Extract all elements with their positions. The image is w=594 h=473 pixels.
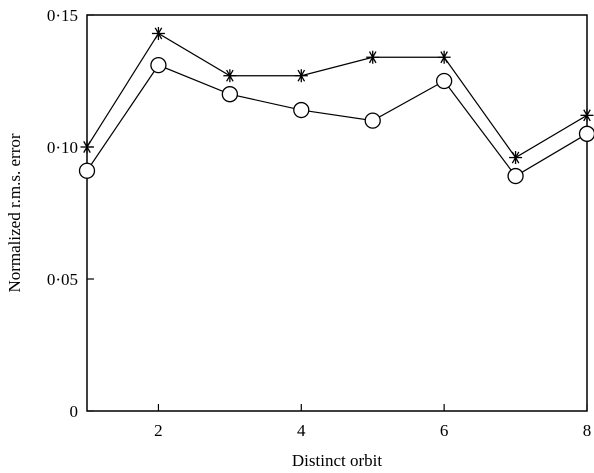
data-point-asterisk [151,26,165,40]
data-point-asterisk [366,50,380,64]
data-point-circle [150,57,167,74]
data-point-circle [578,125,594,142]
data-point-circle [221,86,239,103]
series-asterisk [80,26,594,165]
y-tick-label: 0·15 [47,6,78,25]
series-line [86,32,588,159]
data-point-asterisk [580,108,594,122]
series-line [86,64,588,177]
data-point-circle [78,162,96,179]
y-tick-label: 0·10 [47,138,78,157]
data-point-circle [507,167,524,185]
plot-area-frame [86,14,588,412]
x-tick-label: 4 [297,421,306,440]
data-point-asterisk [437,50,451,64]
data-point-circle [364,112,381,129]
x-tick-label: 8 [583,421,592,440]
x-axis-label: Distinct orbit [292,451,382,470]
y-axis: 0 0·05 0·10 0·15 [47,6,94,421]
data-point-asterisk [80,140,94,154]
data-point-asterisk [223,69,237,83]
series-group [78,26,594,185]
x-tick-label: 6 [440,421,449,440]
data-point-asterisk [294,69,308,83]
data-point-asterisk [509,151,523,165]
data-point-circle [435,72,453,90]
data-point-circle [293,101,310,119]
x-tick-label: 2 [154,421,163,440]
y-axis-label: Normalized r.m.s. error [5,133,24,292]
series-circle [78,57,594,185]
x-axis: 2 4 6 8 [154,404,591,440]
y-tick-label: 0·05 [47,270,78,289]
y-tick-label: 0 [70,402,79,421]
